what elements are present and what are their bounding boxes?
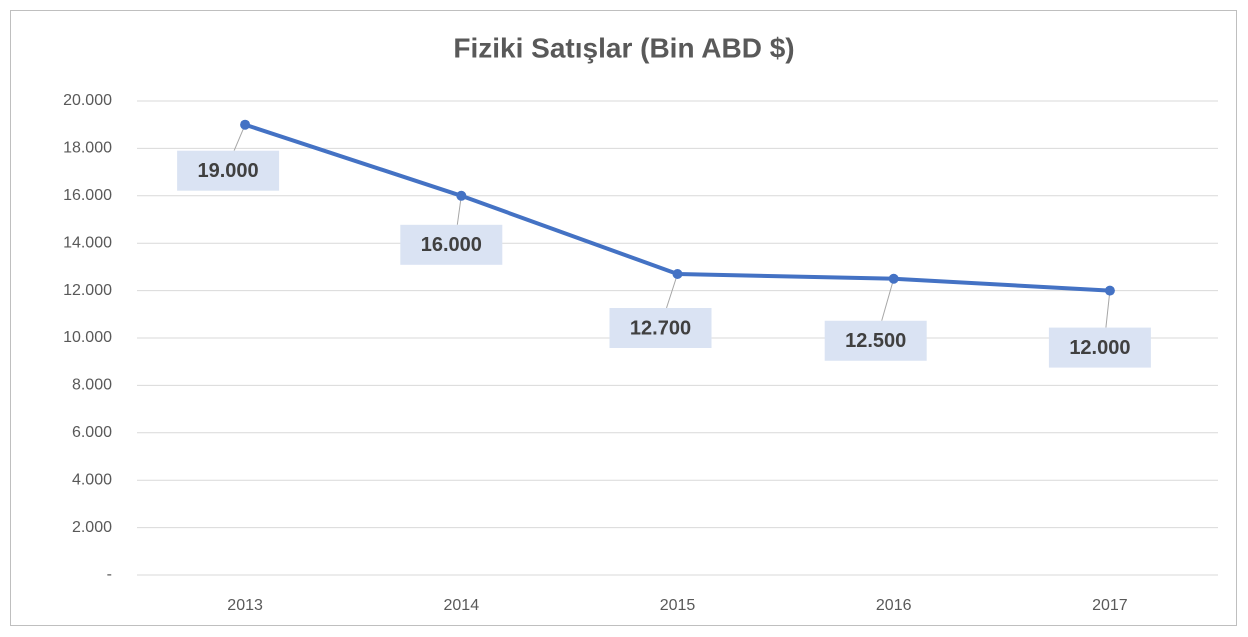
line-point [240,119,251,130]
y-tick-label: 10.000 [63,329,112,346]
line-point [1104,285,1115,296]
y-tick-label: 14.000 [63,234,112,251]
x-tick-label: 2013 [227,597,263,614]
y-tick-label: 2.000 [72,519,112,536]
data-label-box [1048,327,1151,368]
line-point [672,269,683,280]
data-label: 12.700 [630,317,691,339]
data-label: 12.500 [845,330,906,352]
line-point [888,273,899,284]
leader-line [881,278,895,321]
y-tick-label: 12.000 [63,282,112,299]
y-tick-label: 4.000 [72,471,112,488]
y-tick-label: 8.000 [72,377,112,394]
y-tick-label: 16.000 [63,187,112,204]
data-label-box [824,320,927,361]
y-tick-label: 18.000 [63,140,112,157]
data-label: 16.000 [421,234,482,256]
x-tick-label: 2016 [876,597,912,614]
x-tick-label: 2014 [444,597,480,614]
y-tick-label: 6.000 [72,424,112,441]
x-tick-label: 2015 [660,597,696,614]
data-label-box [400,224,503,265]
data-label-box [177,150,280,191]
x-tick-label: 2017 [1092,597,1128,614]
data-label-box [609,308,712,349]
data-label: 19.000 [198,160,259,182]
chart-title: Fiziki Satışlar (Bin ABD $) [453,32,794,63]
y-tick-label: - [107,566,112,583]
y-tick-label: 20.000 [63,92,112,109]
line-point [456,190,467,201]
data-label: 12.000 [1069,337,1130,359]
leader-line [666,273,678,309]
leader-line [1105,290,1111,328]
